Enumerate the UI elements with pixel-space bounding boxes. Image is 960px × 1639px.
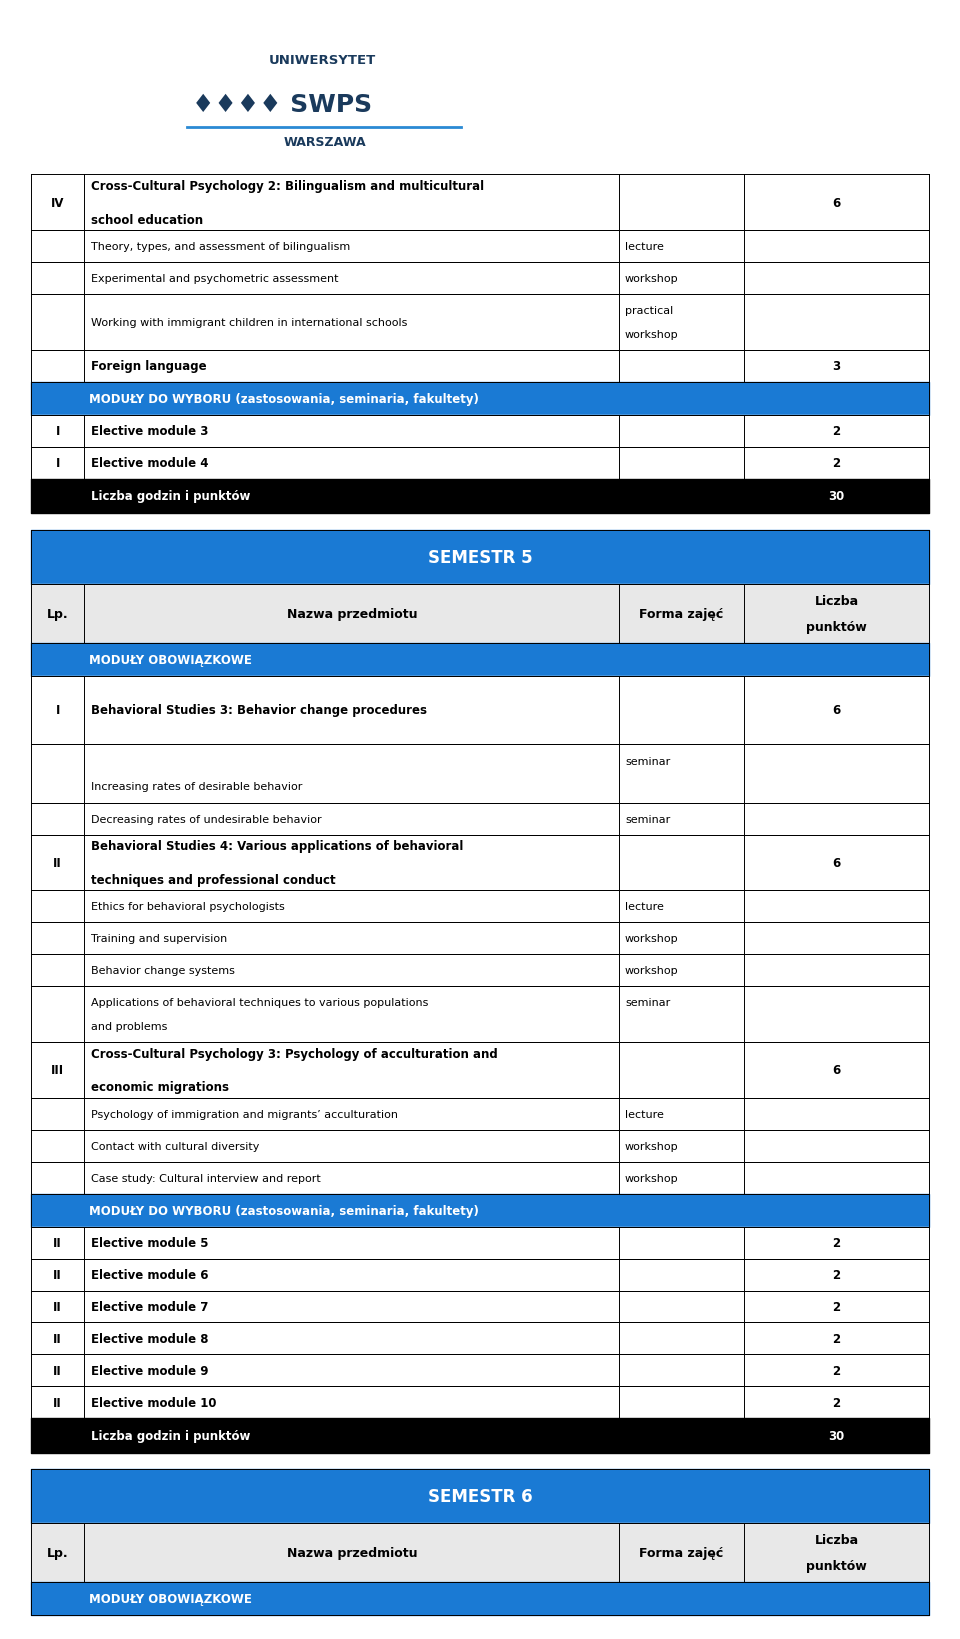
- Text: I: I: [56, 457, 60, 470]
- Text: workshop: workshop: [625, 329, 679, 341]
- Text: 2: 2: [832, 1236, 841, 1249]
- Text: 2: 2: [832, 1333, 841, 1346]
- Text: 2: 2: [832, 1396, 841, 1410]
- Text: practical: practical: [625, 305, 673, 316]
- Text: techniques and professional conduct: techniques and professional conduct: [91, 874, 336, 887]
- Text: Liczba: Liczba: [815, 595, 858, 608]
- Text: seminar: seminar: [625, 997, 670, 1008]
- Text: SEMESTR 6: SEMESTR 6: [428, 1488, 532, 1505]
- Text: Increasing rates of desirable behavior: Increasing rates of desirable behavior: [91, 782, 302, 792]
- Text: Behavioral Studies 4: Various applications of behavioral: Behavioral Studies 4: Various applicatio…: [91, 839, 464, 852]
- Text: Case study: Cultural interview and report: Case study: Cultural interview and repor…: [91, 1174, 321, 1183]
- Text: II: II: [53, 1300, 62, 1313]
- Text: punktów: punktów: [806, 1559, 867, 1572]
- Text: I: I: [56, 425, 60, 438]
- Text: workshop: workshop: [625, 1141, 679, 1151]
- Text: WARSZAWA: WARSZAWA: [283, 136, 366, 149]
- Text: Elective module 10: Elective module 10: [91, 1396, 217, 1410]
- Text: Behavioral Studies 3: Behavior change procedures: Behavioral Studies 3: Behavior change pr…: [91, 705, 427, 716]
- Text: II: II: [53, 1364, 62, 1377]
- Text: Nazwa przedmiotu: Nazwa przedmiotu: [287, 608, 417, 620]
- Text: Nazwa przedmiotu: Nazwa przedmiotu: [287, 1547, 417, 1559]
- Text: III: III: [51, 1064, 64, 1077]
- Text: MODUŁY DO WYBORU (zastosowania, seminaria, fakultety): MODUŁY DO WYBORU (zastosowania, seminari…: [89, 1205, 479, 1216]
- Text: and problems: and problems: [91, 1021, 168, 1033]
- Text: Elective module 7: Elective module 7: [91, 1300, 208, 1313]
- Text: Contact with cultural diversity: Contact with cultural diversity: [91, 1141, 259, 1151]
- Text: 2: 2: [832, 425, 841, 438]
- Text: school education: school education: [91, 213, 204, 226]
- Text: 2: 2: [832, 457, 841, 470]
- Text: lecture: lecture: [625, 243, 663, 252]
- Text: Elective module 9: Elective module 9: [91, 1364, 208, 1377]
- Text: II: II: [53, 1236, 62, 1249]
- Text: Elective module 4: Elective module 4: [91, 457, 208, 470]
- Text: Forma zajęć: Forma zajęć: [639, 1547, 724, 1559]
- Text: SEMESTR 5: SEMESTR 5: [428, 549, 532, 565]
- Text: workshop: workshop: [625, 965, 679, 975]
- Text: seminar: seminar: [625, 756, 670, 765]
- Text: Elective module 6: Elective module 6: [91, 1269, 208, 1282]
- Text: 2: 2: [832, 1364, 841, 1377]
- Text: Behavior change systems: Behavior change systems: [91, 965, 235, 975]
- Text: Elective module 8: Elective module 8: [91, 1333, 208, 1346]
- Text: 6: 6: [832, 705, 841, 716]
- Text: 2: 2: [832, 1300, 841, 1313]
- Text: workshop: workshop: [625, 274, 679, 284]
- Text: 3: 3: [832, 361, 841, 374]
- Text: MODUŁY DO WYBORU (zastosowania, seminaria, fakultety): MODUŁY DO WYBORU (zastosowania, seminari…: [89, 393, 479, 405]
- Text: Applications of behavioral techniques to various populations: Applications of behavioral techniques to…: [91, 997, 428, 1008]
- Text: MODUŁY OBOWIĄZKOWE: MODUŁY OBOWIĄZKOWE: [89, 654, 252, 665]
- Text: Cross-Cultural Psychology 3: Psychology of acculturation and: Cross-Cultural Psychology 3: Psychology …: [91, 1047, 498, 1060]
- Text: Liczba: Liczba: [815, 1534, 858, 1547]
- Text: workshop: workshop: [625, 1174, 679, 1183]
- Text: punktów: punktów: [806, 620, 867, 633]
- Text: 2: 2: [832, 1269, 841, 1282]
- Text: I: I: [56, 705, 60, 716]
- Text: II: II: [53, 1269, 62, 1282]
- Text: Elective module 5: Elective module 5: [91, 1236, 208, 1249]
- Text: Forma zajęć: Forma zajęć: [639, 608, 724, 620]
- Text: 6: 6: [832, 857, 841, 869]
- Text: Lp.: Lp.: [47, 1547, 68, 1559]
- Text: Decreasing rates of undesirable behavior: Decreasing rates of undesirable behavior: [91, 815, 322, 824]
- Text: Theory, types, and assessment of bilingualism: Theory, types, and assessment of bilingu…: [91, 243, 350, 252]
- Text: Liczba godzin i punktów: Liczba godzin i punktów: [91, 1429, 251, 1442]
- Text: Training and supervision: Training and supervision: [91, 934, 228, 944]
- Text: 30: 30: [828, 1429, 845, 1442]
- Text: Working with immigrant children in international schools: Working with immigrant children in inter…: [91, 318, 408, 328]
- Text: Cross-Cultural Psychology 2: Bilingualism and multicultural: Cross-Cultural Psychology 2: Bilingualis…: [91, 180, 485, 193]
- Text: IV: IV: [51, 197, 64, 210]
- Text: workshop: workshop: [625, 934, 679, 944]
- Text: Elective module 3: Elective module 3: [91, 425, 208, 438]
- Text: Lp.: Lp.: [47, 608, 68, 620]
- Text: 6: 6: [832, 1064, 841, 1077]
- Text: II: II: [53, 1396, 62, 1410]
- Text: lecture: lecture: [625, 901, 663, 911]
- Text: Psychology of immigration and migrants’ acculturation: Psychology of immigration and migrants’ …: [91, 1110, 398, 1119]
- Text: MODUŁY OBOWIĄZKOWE: MODUŁY OBOWIĄZKOWE: [89, 1593, 252, 1605]
- Text: 30: 30: [828, 490, 845, 503]
- Text: II: II: [53, 857, 62, 869]
- Text: Foreign language: Foreign language: [91, 361, 206, 374]
- Text: UNIWERSYTET: UNIWERSYTET: [269, 54, 376, 67]
- Text: 6: 6: [832, 197, 841, 210]
- Text: Experimental and psychometric assessment: Experimental and psychometric assessment: [91, 274, 339, 284]
- Text: seminar: seminar: [625, 815, 670, 824]
- Text: Liczba godzin i punktów: Liczba godzin i punktów: [91, 490, 251, 503]
- Text: II: II: [53, 1333, 62, 1346]
- Text: lecture: lecture: [625, 1110, 663, 1119]
- Text: economic migrations: economic migrations: [91, 1080, 229, 1093]
- Text: Ethics for behavioral psychologists: Ethics for behavioral psychologists: [91, 901, 285, 911]
- Text: ♦♦♦♦ SWPS: ♦♦♦♦ SWPS: [192, 93, 372, 118]
